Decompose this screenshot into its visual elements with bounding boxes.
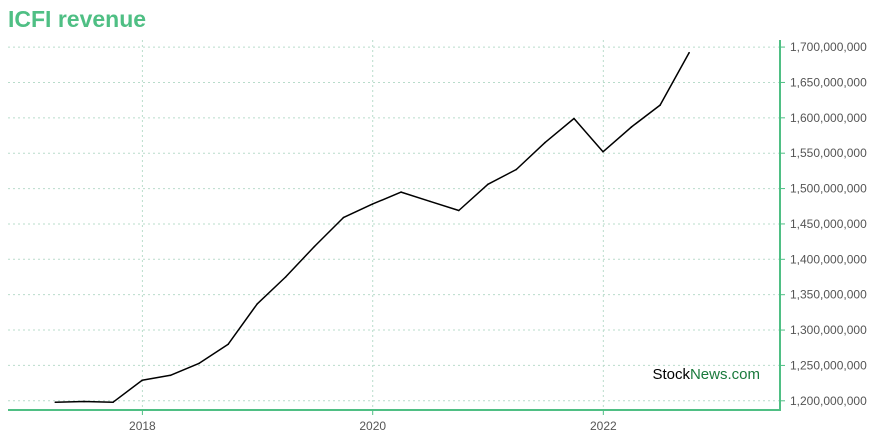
y-tick-label: 1,200,000,000 — [790, 394, 867, 408]
watermark-news: News — [690, 366, 728, 383]
x-tick-label: 2022 — [590, 419, 617, 433]
data-point — [400, 191, 402, 193]
y-tick-label: 1,500,000,000 — [790, 182, 867, 196]
revenue-series-line — [55, 52, 690, 403]
x-tick-label: 2018 — [129, 419, 156, 433]
stocknews-watermark: StockNews.com — [652, 366, 760, 383]
data-point — [112, 401, 114, 404]
y-tick-label: 1,300,000,000 — [790, 323, 867, 337]
data-point — [256, 303, 259, 305]
y-tick-label: 1,600,000,000 — [790, 111, 867, 125]
data-point — [573, 117, 575, 120]
y-tick-labels: 1,200,000,000 1,250,000,000 1,300,000,000 1… — [790, 40, 867, 408]
data-point — [688, 51, 690, 54]
grid-lines — [8, 40, 780, 410]
chart-title: ICFI revenue — [8, 6, 147, 32]
data-point — [515, 168, 518, 171]
y-tick-label: 1,250,000,000 — [790, 358, 867, 372]
data-point — [544, 141, 546, 144]
y-tick-label: 1,450,000,000 — [790, 217, 867, 231]
data-point — [169, 374, 172, 377]
data-point — [54, 401, 57, 404]
data-point — [659, 104, 661, 106]
y-tick-label: 1,550,000,000 — [790, 146, 867, 160]
y-tick-label: 1,400,000,000 — [790, 252, 867, 266]
data-point — [630, 126, 633, 128]
data-point — [284, 276, 287, 278]
data-series — [54, 51, 690, 404]
x-tick-labels: 2018 2020 2022 — [129, 419, 617, 433]
y-tick-label: 1,650,000,000 — [790, 75, 867, 89]
x-tick-label: 2020 — [359, 419, 386, 433]
watermark-stock: Stock — [652, 366, 690, 383]
y-tick-label: 1,350,000,000 — [790, 288, 867, 302]
data-point — [429, 200, 431, 203]
watermark-com: .com — [727, 366, 760, 383]
data-point — [198, 362, 200, 365]
data-point — [342, 216, 345, 219]
chart-axes — [8, 40, 785, 415]
data-point — [141, 379, 143, 382]
data-point — [83, 400, 85, 403]
y-tick-label: 1,700,000,000 — [790, 40, 867, 54]
data-point — [313, 245, 316, 248]
data-point — [371, 203, 374, 205]
data-point — [458, 209, 460, 212]
data-point — [227, 343, 230, 346]
data-point — [602, 150, 604, 153]
data-point — [487, 183, 489, 186]
